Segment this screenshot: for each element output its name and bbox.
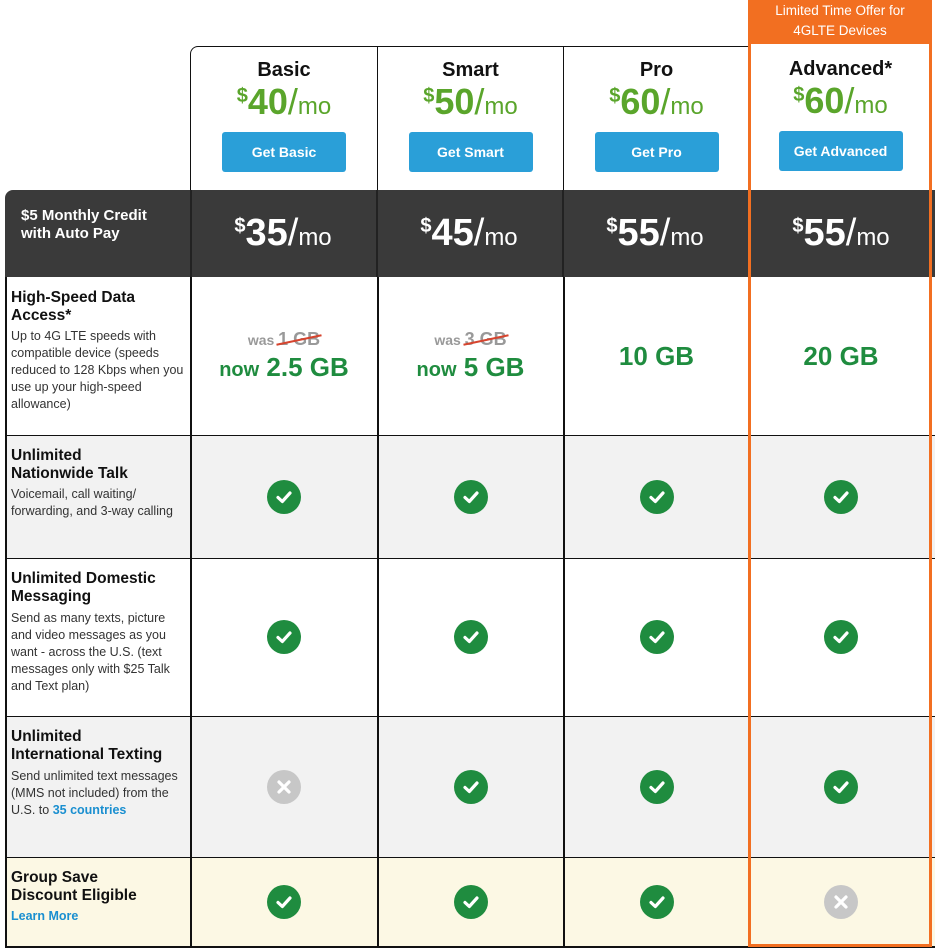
- check-icon: [453, 769, 488, 804]
- plan-price: $40/mo: [236, 81, 332, 122]
- data-title: High-Speed Data Access*: [11, 289, 136, 324]
- get-smart-button[interactable]: Get Smart: [408, 132, 533, 172]
- autopay-band: $5 Monthly Credit with Auto Pay $35/mo $…: [5, 190, 935, 277]
- autopay-price-smart: $45/mo: [420, 212, 518, 254]
- group-title: Group Save Discount Eligible: [11, 869, 137, 904]
- get-basic-button[interactable]: Get Basic: [222, 132, 346, 172]
- check-icon: [267, 479, 301, 514]
- get-pro-button[interactable]: Get Pro: [594, 132, 719, 172]
- group-smart: [378, 857, 563, 947]
- intl-pro: [564, 716, 749, 857]
- data-description: Up to 4G LTE speeds with compatible devi…: [11, 329, 184, 411]
- check-icon: [267, 620, 301, 654]
- group-basic: [191, 857, 377, 947]
- plan-header-advanced: Advanced* $60/mo Get Advanced: [749, 46, 932, 190]
- intl-title: Unlimited International Texting: [11, 728, 163, 763]
- limited-offer-banner: Limited Time Offer for 4GLTE Devices: [748, 0, 932, 44]
- messaging-advanced: [750, 558, 932, 716]
- messaging-title: Unlimited Domestic Messaging: [11, 570, 156, 605]
- messaging-pro: [564, 558, 749, 716]
- talk-smart: [378, 435, 563, 558]
- talk-pro: [564, 435, 749, 558]
- autopay-label: $5 Monthly Credit with Auto Pay: [21, 207, 147, 242]
- check-icon: [639, 479, 674, 514]
- autopay-price-basic: $35/mo: [234, 212, 332, 254]
- check-icon: [453, 479, 488, 514]
- intl-basic: [191, 716, 377, 857]
- cross-icon: [267, 769, 301, 804]
- group-advanced: [750, 857, 932, 947]
- data-basic: was 1 GB now 2.5 GB: [219, 329, 349, 382]
- check-icon: [639, 769, 674, 804]
- plan-name: Basic: [257, 59, 311, 81]
- messaging-basic: [191, 558, 377, 716]
- check-icon: [639, 620, 674, 654]
- data-pro: 10 GB: [618, 340, 695, 371]
- check-icon: [824, 769, 858, 804]
- learn-more-link[interactable]: Learn More: [11, 909, 79, 923]
- talk-advanced: [750, 435, 932, 558]
- autopay-price-advanced: $55/mo: [792, 212, 890, 254]
- get-advanced-button[interactable]: Get Advanced: [778, 131, 903, 171]
- plan-price: $60/mo: [609, 81, 704, 122]
- row-data: [5, 277, 935, 435]
- autopay-price-pro: $55/mo: [606, 212, 704, 254]
- check-icon: [824, 620, 858, 654]
- plan-name: Smart: [442, 59, 499, 81]
- data-advanced: 20 GB: [803, 340, 879, 371]
- messaging-description: Send as many texts, picture and video me…: [11, 611, 170, 693]
- plan-header-pro: Pro $60/mo Get Pro: [563, 46, 749, 190]
- data-smart: was 3 GB now 5 GB: [416, 329, 525, 382]
- cross-icon: [824, 885, 858, 919]
- intl-advanced: [750, 716, 932, 857]
- countries-link[interactable]: 35 countries: [52, 803, 127, 817]
- check-icon: [267, 885, 301, 919]
- limited-offer-line1: Limited Time Offer for: [775, 3, 905, 18]
- group-pro: [564, 857, 749, 947]
- talk-basic: [191, 435, 377, 558]
- plan-price: $50/mo: [423, 81, 518, 122]
- plan-header-basic: Basic $40/mo Get Basic: [190, 46, 377, 190]
- plan-header-smart: Smart $50/mo Get Smart: [377, 46, 563, 190]
- plan-price: $60/mo: [793, 80, 888, 121]
- intl-smart: [378, 716, 563, 857]
- check-icon: [824, 479, 858, 514]
- limited-offer-line2: 4GLTE Devices: [793, 23, 887, 38]
- check-icon: [639, 885, 674, 919]
- check-icon: [453, 885, 488, 919]
- plan-name: Advanced*: [788, 58, 893, 80]
- intl-description: Send unlimited text messages (MMS not in…: [11, 769, 178, 817]
- messaging-smart: [378, 558, 563, 716]
- talk-description: Voicemail, call waiting/ forwarding, and…: [11, 487, 173, 518]
- plan-name: Pro: [639, 59, 674, 81]
- check-icon: [453, 620, 488, 654]
- talk-title: Unlimited Nationwide Talk: [11, 447, 128, 482]
